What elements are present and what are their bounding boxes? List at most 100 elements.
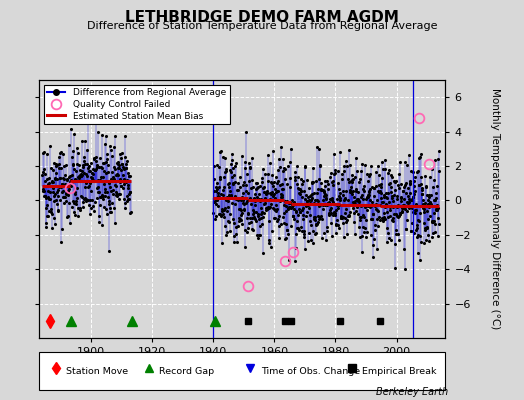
Point — [351, 200, 359, 207]
Point — [68, 204, 77, 210]
Point — [308, 190, 316, 197]
Point — [62, 214, 71, 220]
Point — [261, 171, 269, 178]
Point — [345, 212, 353, 218]
Point — [371, 202, 379, 208]
Point — [399, 205, 408, 211]
Point — [79, 153, 88, 160]
Point — [416, 257, 424, 263]
Point — [428, 166, 436, 172]
Point — [41, 192, 49, 199]
Point — [289, 212, 298, 219]
Point — [224, 192, 233, 198]
Point — [55, 161, 63, 168]
Point — [41, 192, 49, 199]
Point — [103, 211, 111, 217]
Point — [71, 177, 80, 183]
Point — [315, 201, 324, 208]
Point — [414, 168, 423, 174]
Point — [107, 178, 116, 184]
Point — [101, 192, 110, 199]
Point — [223, 194, 232, 200]
Point — [274, 216, 282, 222]
Point — [214, 211, 223, 218]
Point — [312, 222, 320, 228]
Point — [336, 213, 345, 219]
Point — [346, 189, 354, 195]
Point — [314, 198, 323, 204]
Point — [221, 169, 229, 176]
Point — [322, 196, 330, 202]
Point — [399, 188, 407, 194]
Point — [222, 229, 231, 235]
Point — [223, 194, 231, 201]
Point — [47, 178, 56, 184]
Point — [318, 187, 326, 194]
Point — [74, 174, 83, 181]
Point — [278, 192, 287, 198]
Point — [216, 191, 225, 197]
Point — [383, 209, 391, 215]
Point — [114, 159, 122, 165]
Point — [389, 204, 398, 210]
Point — [286, 159, 294, 166]
Point — [305, 197, 313, 203]
Point — [116, 166, 125, 173]
Point — [374, 208, 382, 214]
Point — [334, 202, 343, 208]
Point — [393, 204, 401, 211]
Point — [344, 176, 353, 182]
Point — [412, 227, 421, 233]
Point — [210, 199, 218, 206]
Point — [321, 183, 329, 189]
Point — [383, 195, 391, 201]
Point — [265, 240, 273, 246]
Point — [119, 176, 128, 182]
Point — [286, 184, 294, 190]
Point — [65, 174, 73, 180]
Point — [385, 198, 393, 205]
Point — [309, 228, 318, 234]
Point — [332, 207, 340, 213]
Point — [383, 225, 391, 232]
Point — [425, 198, 434, 205]
Point — [349, 176, 357, 182]
Point — [392, 178, 400, 185]
Point — [67, 177, 75, 183]
Point — [323, 186, 332, 192]
Point — [232, 160, 240, 166]
Point — [425, 191, 433, 198]
Point — [407, 228, 415, 234]
Point — [108, 168, 116, 175]
Point — [107, 153, 116, 160]
Point — [325, 198, 333, 205]
Point — [253, 180, 261, 186]
Point — [232, 196, 241, 202]
Point — [233, 186, 241, 193]
Point — [253, 194, 261, 201]
Point — [254, 210, 262, 217]
Point — [408, 196, 417, 203]
Point — [363, 194, 371, 200]
Point — [333, 201, 341, 208]
Point — [343, 231, 351, 238]
Point — [394, 182, 402, 188]
Point — [122, 165, 130, 171]
Point — [246, 164, 255, 170]
Point — [400, 246, 408, 252]
Point — [67, 182, 75, 189]
Point — [111, 132, 119, 139]
Point — [224, 218, 232, 224]
Point — [339, 219, 347, 226]
Point — [328, 232, 336, 239]
Point — [270, 215, 279, 221]
Point — [234, 223, 242, 229]
Point — [275, 223, 283, 230]
Point — [73, 205, 82, 211]
Point — [42, 176, 51, 182]
Point — [363, 228, 371, 235]
Point — [212, 212, 220, 219]
Point — [78, 172, 86, 178]
Point — [280, 210, 288, 216]
Point — [100, 168, 108, 174]
